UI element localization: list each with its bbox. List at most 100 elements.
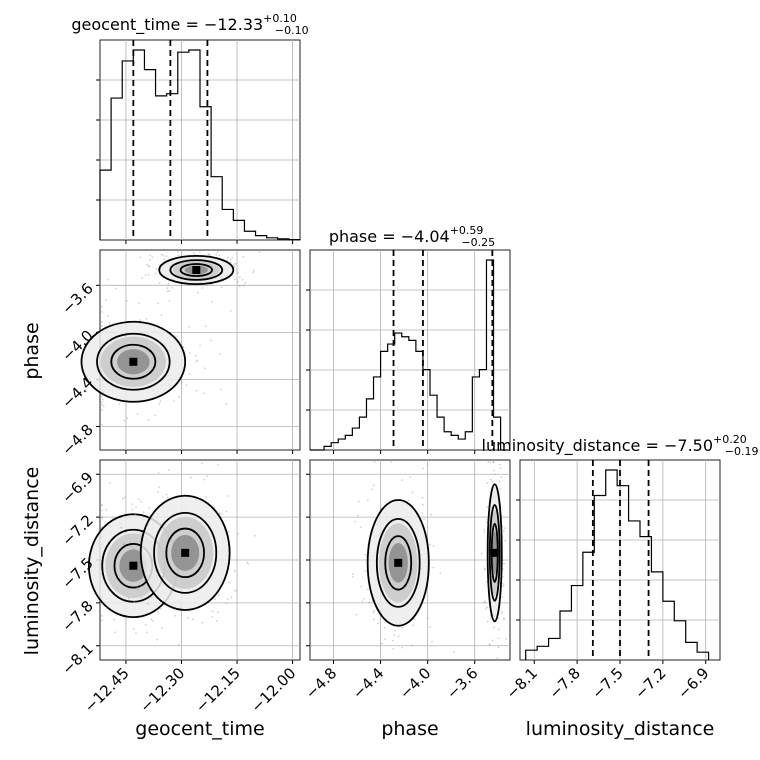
sample-point xyxy=(381,642,384,645)
sample-point xyxy=(162,496,164,499)
sample-point xyxy=(432,544,435,547)
sample-point xyxy=(162,254,165,257)
ytick-label-phase: −4.8 xyxy=(58,421,96,459)
sample-point xyxy=(160,607,162,610)
sample-point xyxy=(144,274,147,277)
sample-point xyxy=(188,373,191,375)
sample-point xyxy=(372,484,375,487)
sample-point xyxy=(366,499,369,502)
xlabel-geocent-time: geocent_time xyxy=(135,718,264,740)
sample-point xyxy=(168,300,171,302)
sample-point xyxy=(500,612,503,615)
sample-point xyxy=(165,255,168,258)
sample-point xyxy=(499,488,502,490)
sample-point xyxy=(429,626,432,628)
sample-point xyxy=(132,628,135,630)
sample-point xyxy=(233,263,236,266)
xtick-label-luminosity_distance: −8.1 xyxy=(503,664,541,702)
sample-point xyxy=(152,619,154,622)
sample-point xyxy=(372,611,375,614)
sample-point xyxy=(196,359,199,362)
ytick-label-luminosity_distance: −8.1 xyxy=(58,640,96,678)
sample-point xyxy=(118,403,121,405)
contour-line xyxy=(366,499,430,627)
sample-point xyxy=(171,286,173,289)
sample-point xyxy=(234,262,237,265)
xtick-label-luminosity_distance: −6.9 xyxy=(674,664,712,702)
sample-point xyxy=(157,472,160,474)
sample-point xyxy=(211,610,214,613)
sample-point xyxy=(150,618,153,621)
sample-point xyxy=(491,639,494,642)
title-luminosity-distance: luminosity_distance = −7.50+0.20 −0.19 xyxy=(482,433,759,458)
xtick-label-phase: −3.6 xyxy=(443,664,481,702)
sample-point xyxy=(225,602,228,605)
sample-point xyxy=(480,552,483,555)
sample-point xyxy=(486,606,488,609)
sample-point xyxy=(421,512,424,514)
sample-point xyxy=(230,596,233,599)
sample-point xyxy=(238,276,241,279)
sample-point xyxy=(373,461,376,463)
sample-point xyxy=(486,506,489,508)
sample-point xyxy=(109,481,112,484)
sample-point xyxy=(215,620,218,622)
sample-point xyxy=(120,526,123,529)
sample-point xyxy=(157,302,159,304)
density-peak xyxy=(129,561,138,570)
sample-point xyxy=(167,282,170,285)
sample-point xyxy=(140,500,142,503)
sample-point xyxy=(203,392,206,395)
sample-point xyxy=(115,287,118,290)
xtick-label-phase: −4.4 xyxy=(349,664,387,702)
sample-point xyxy=(351,573,354,576)
sample-point xyxy=(146,263,149,266)
hist-panel-phase xyxy=(306,249,511,454)
sample-point xyxy=(145,317,148,320)
sample-point xyxy=(216,611,219,614)
sample-point xyxy=(174,614,177,617)
sample-point xyxy=(101,615,103,617)
sample-point xyxy=(227,598,229,601)
sample-point xyxy=(204,496,207,498)
sample-point xyxy=(411,624,414,627)
sample-point xyxy=(122,543,125,545)
sample-point xyxy=(139,256,142,259)
sample-point xyxy=(160,253,163,256)
sample-point xyxy=(177,251,180,253)
sample-point xyxy=(361,600,364,603)
sample-point xyxy=(101,515,103,518)
sample-point xyxy=(154,414,157,417)
sample-point xyxy=(227,256,229,259)
sample-point xyxy=(136,586,139,589)
sample-point xyxy=(122,497,124,500)
sample-point xyxy=(483,601,486,604)
sample-point xyxy=(148,594,150,597)
sample-point xyxy=(354,520,357,523)
sample-point xyxy=(101,311,103,313)
sample-point xyxy=(147,265,150,268)
sample-point xyxy=(218,352,221,355)
sample-point xyxy=(431,640,433,643)
sample-point xyxy=(218,254,220,257)
sample-point xyxy=(185,384,188,386)
sample-point xyxy=(229,310,232,312)
sample-point xyxy=(136,588,139,591)
sample-point xyxy=(214,598,217,601)
xtick-label-geocent_time: −12.45 xyxy=(81,664,133,716)
sample-point xyxy=(233,265,236,268)
sample-point xyxy=(130,545,133,548)
density-peak xyxy=(181,548,190,557)
sample-point xyxy=(368,601,371,604)
sample-point xyxy=(401,646,404,649)
sample-point xyxy=(159,400,162,402)
sample-point xyxy=(242,255,245,258)
sample-point xyxy=(484,600,486,603)
sample-point xyxy=(485,608,487,610)
sample-point xyxy=(177,643,180,646)
sample-point xyxy=(383,626,386,629)
sample-point xyxy=(160,314,163,316)
sample-point xyxy=(242,284,245,287)
density-peak xyxy=(490,548,499,557)
sample-point xyxy=(105,508,108,511)
